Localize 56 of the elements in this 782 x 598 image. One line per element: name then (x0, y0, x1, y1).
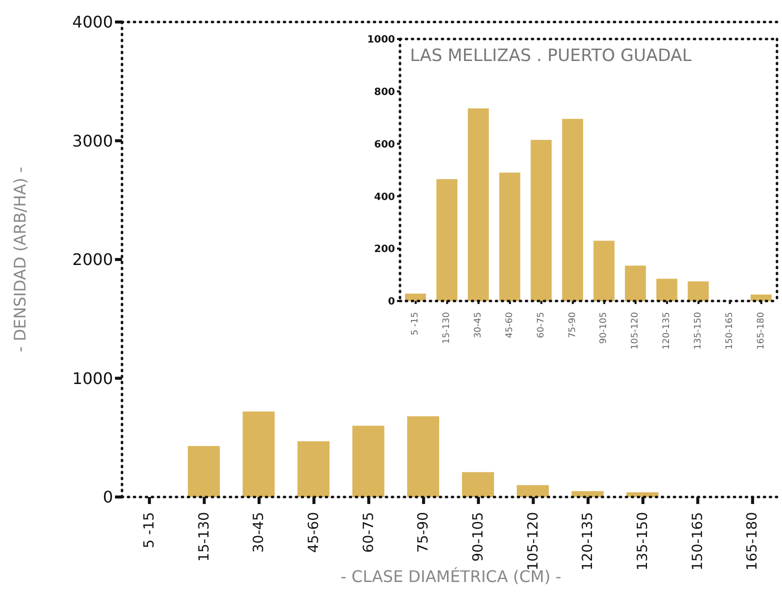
y-tick-label: 200 (374, 244, 396, 256)
x-tick-label: 105-120 (630, 312, 641, 350)
bar (530, 140, 552, 301)
y-tick-label: 1000 (72, 368, 113, 388)
bar (352, 426, 384, 497)
bar (298, 441, 330, 497)
bar (594, 240, 614, 301)
x-tick-label: 105-120 (525, 512, 542, 570)
bar (499, 172, 520, 301)
y-tick-label: 800 (374, 86, 396, 98)
y-tick-label: 0 (388, 296, 396, 308)
bar (188, 446, 220, 497)
x-tick-label: 165-180 (744, 512, 761, 570)
x-tick-label: 60-75 (360, 512, 377, 553)
x-tick-label: 30-45 (474, 312, 484, 338)
x-tick-label: 15-130 (196, 512, 212, 562)
y-tick-label: 0 (102, 488, 113, 507)
x-tick-label: 75-90 (416, 512, 432, 553)
x-tick-label: 5 -15 (410, 312, 421, 336)
bar (436, 179, 458, 301)
x-tick-label: 120-135 (662, 312, 672, 350)
bar (562, 118, 584, 301)
bar (656, 278, 678, 301)
x-tick-label: 90-105 (470, 512, 486, 562)
x-tick-label: 120-135 (580, 512, 596, 570)
x-tick-label: 60-75 (536, 312, 546, 338)
bar (572, 491, 604, 497)
x-tick-label: 135-150 (693, 312, 704, 350)
bar (462, 472, 494, 497)
bar (624, 266, 646, 301)
y-tick-label: 2000 (72, 250, 113, 270)
x-tick-label: 150-165 (724, 312, 735, 350)
x-tick-label: 45-60 (504, 312, 515, 338)
y-tick-label: 400 (374, 192, 396, 203)
bar (405, 294, 426, 301)
bar (407, 416, 440, 497)
bar (750, 294, 772, 301)
chart-title: LAS MELLIZAS . PUERTO GUADAL (410, 46, 692, 66)
y-tick-label: 4000 (72, 12, 113, 32)
y-tick-label: 1000 (367, 34, 396, 46)
y-axis-title: - DENSIDAD (ARB/HA) - (10, 166, 30, 352)
y-tick-label: 3000 (72, 131, 113, 150)
x-tick-label: 135-150 (634, 512, 651, 570)
bar (516, 485, 549, 497)
bar (468, 108, 489, 301)
x-tick-label: 30-45 (251, 512, 268, 553)
x-tick-label: 15-130 (442, 312, 452, 344)
bar (688, 281, 709, 301)
bar (242, 412, 275, 497)
x-tick-label: 5 -15 (141, 512, 158, 548)
x-tick-label: 75-90 (568, 312, 578, 338)
x-tick-label: 165-180 (756, 312, 766, 350)
y-tick-label: 600 (374, 139, 396, 150)
x-tick-label: 150-165 (690, 512, 706, 570)
x-tick-label: 90-105 (599, 312, 610, 344)
x-tick-label: 45-60 (306, 512, 322, 553)
